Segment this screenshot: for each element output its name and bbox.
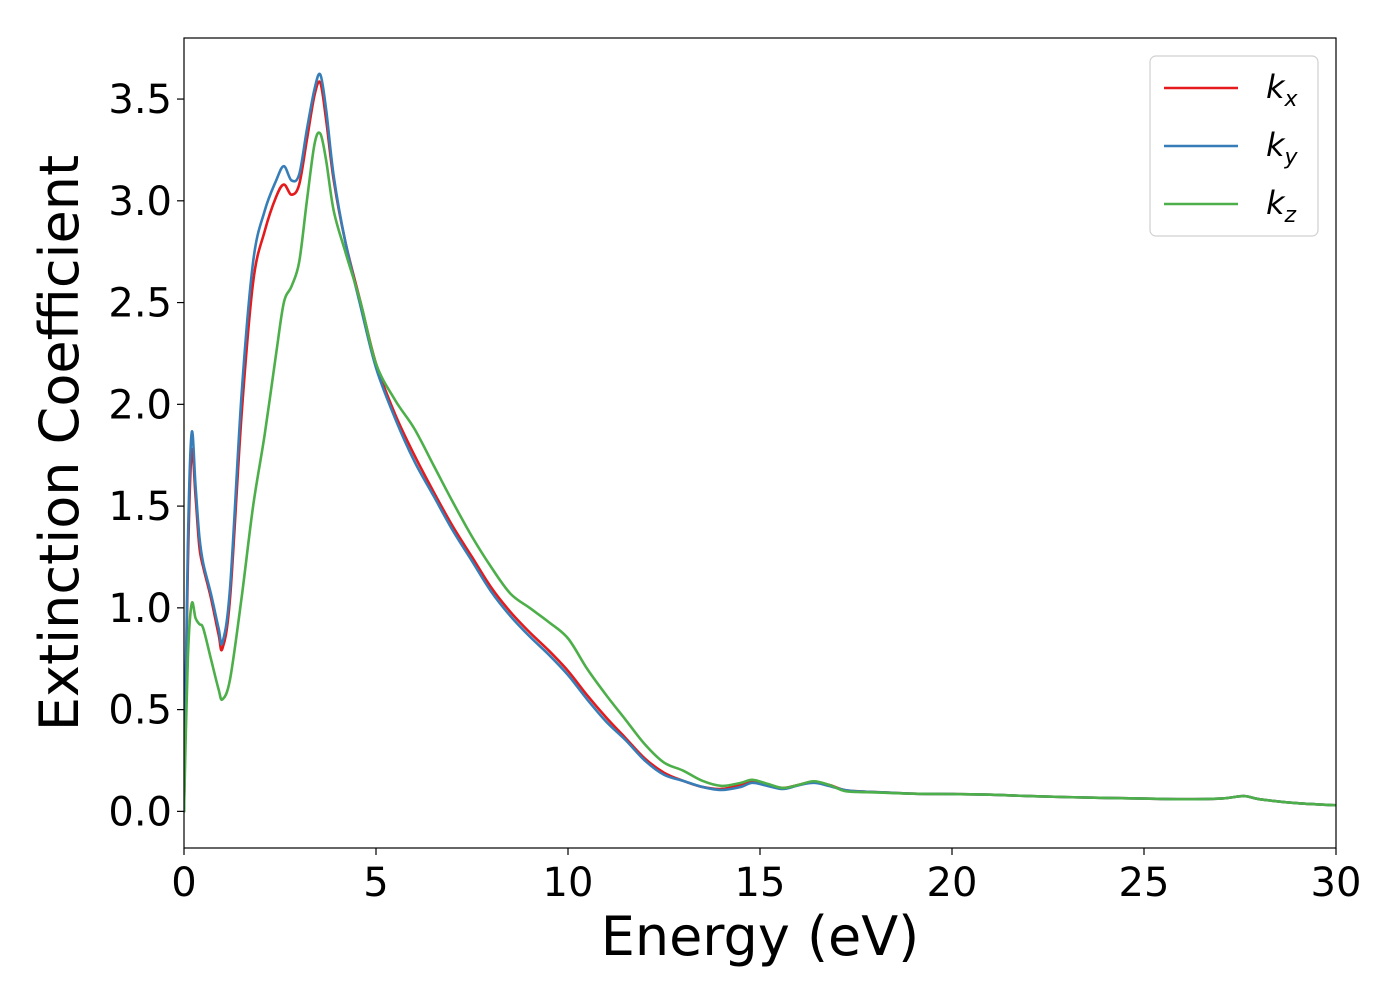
x-tick-label: 30 xyxy=(1311,860,1362,906)
x-axis-ticks: 0 5 10 15 20 25 30 xyxy=(171,848,1361,906)
x-tick-label: 5 xyxy=(363,860,388,906)
y-tick-label: 0.5 xyxy=(108,688,172,734)
x-tick-label: 20 xyxy=(927,860,978,906)
legend-label-kz: kz xyxy=(1266,184,1297,228)
y-tick-label: 3.0 xyxy=(108,179,172,225)
y-tick-label: 2.0 xyxy=(108,382,172,428)
x-axis-title: Energy (eV) xyxy=(601,905,920,968)
y-tick-label: 0.0 xyxy=(108,789,172,835)
legend-label-ky: ky xyxy=(1266,126,1299,170)
y-tick-label: 3.5 xyxy=(108,77,172,123)
y-tick-label: 1.5 xyxy=(108,484,172,530)
y-axis-ticks: 0.0 0.5 1.0 1.5 2.0 2.5 3.0 3.5 xyxy=(108,77,184,835)
x-tick-label: 0 xyxy=(171,860,196,906)
y-tick-label: 1.0 xyxy=(108,586,172,632)
series-line-kz xyxy=(184,131,1336,813)
x-tick-label: 25 xyxy=(1119,860,1170,906)
x-tick-label: 15 xyxy=(735,860,786,906)
legend-label-kx: kx xyxy=(1266,68,1299,112)
x-tick-label: 10 xyxy=(543,860,594,906)
y-axis-title: Extinction Coefficient xyxy=(28,155,91,731)
legend: kx ky kz xyxy=(1149,55,1319,237)
series-layer xyxy=(184,72,1336,813)
y-tick-label: 2.5 xyxy=(108,281,172,327)
